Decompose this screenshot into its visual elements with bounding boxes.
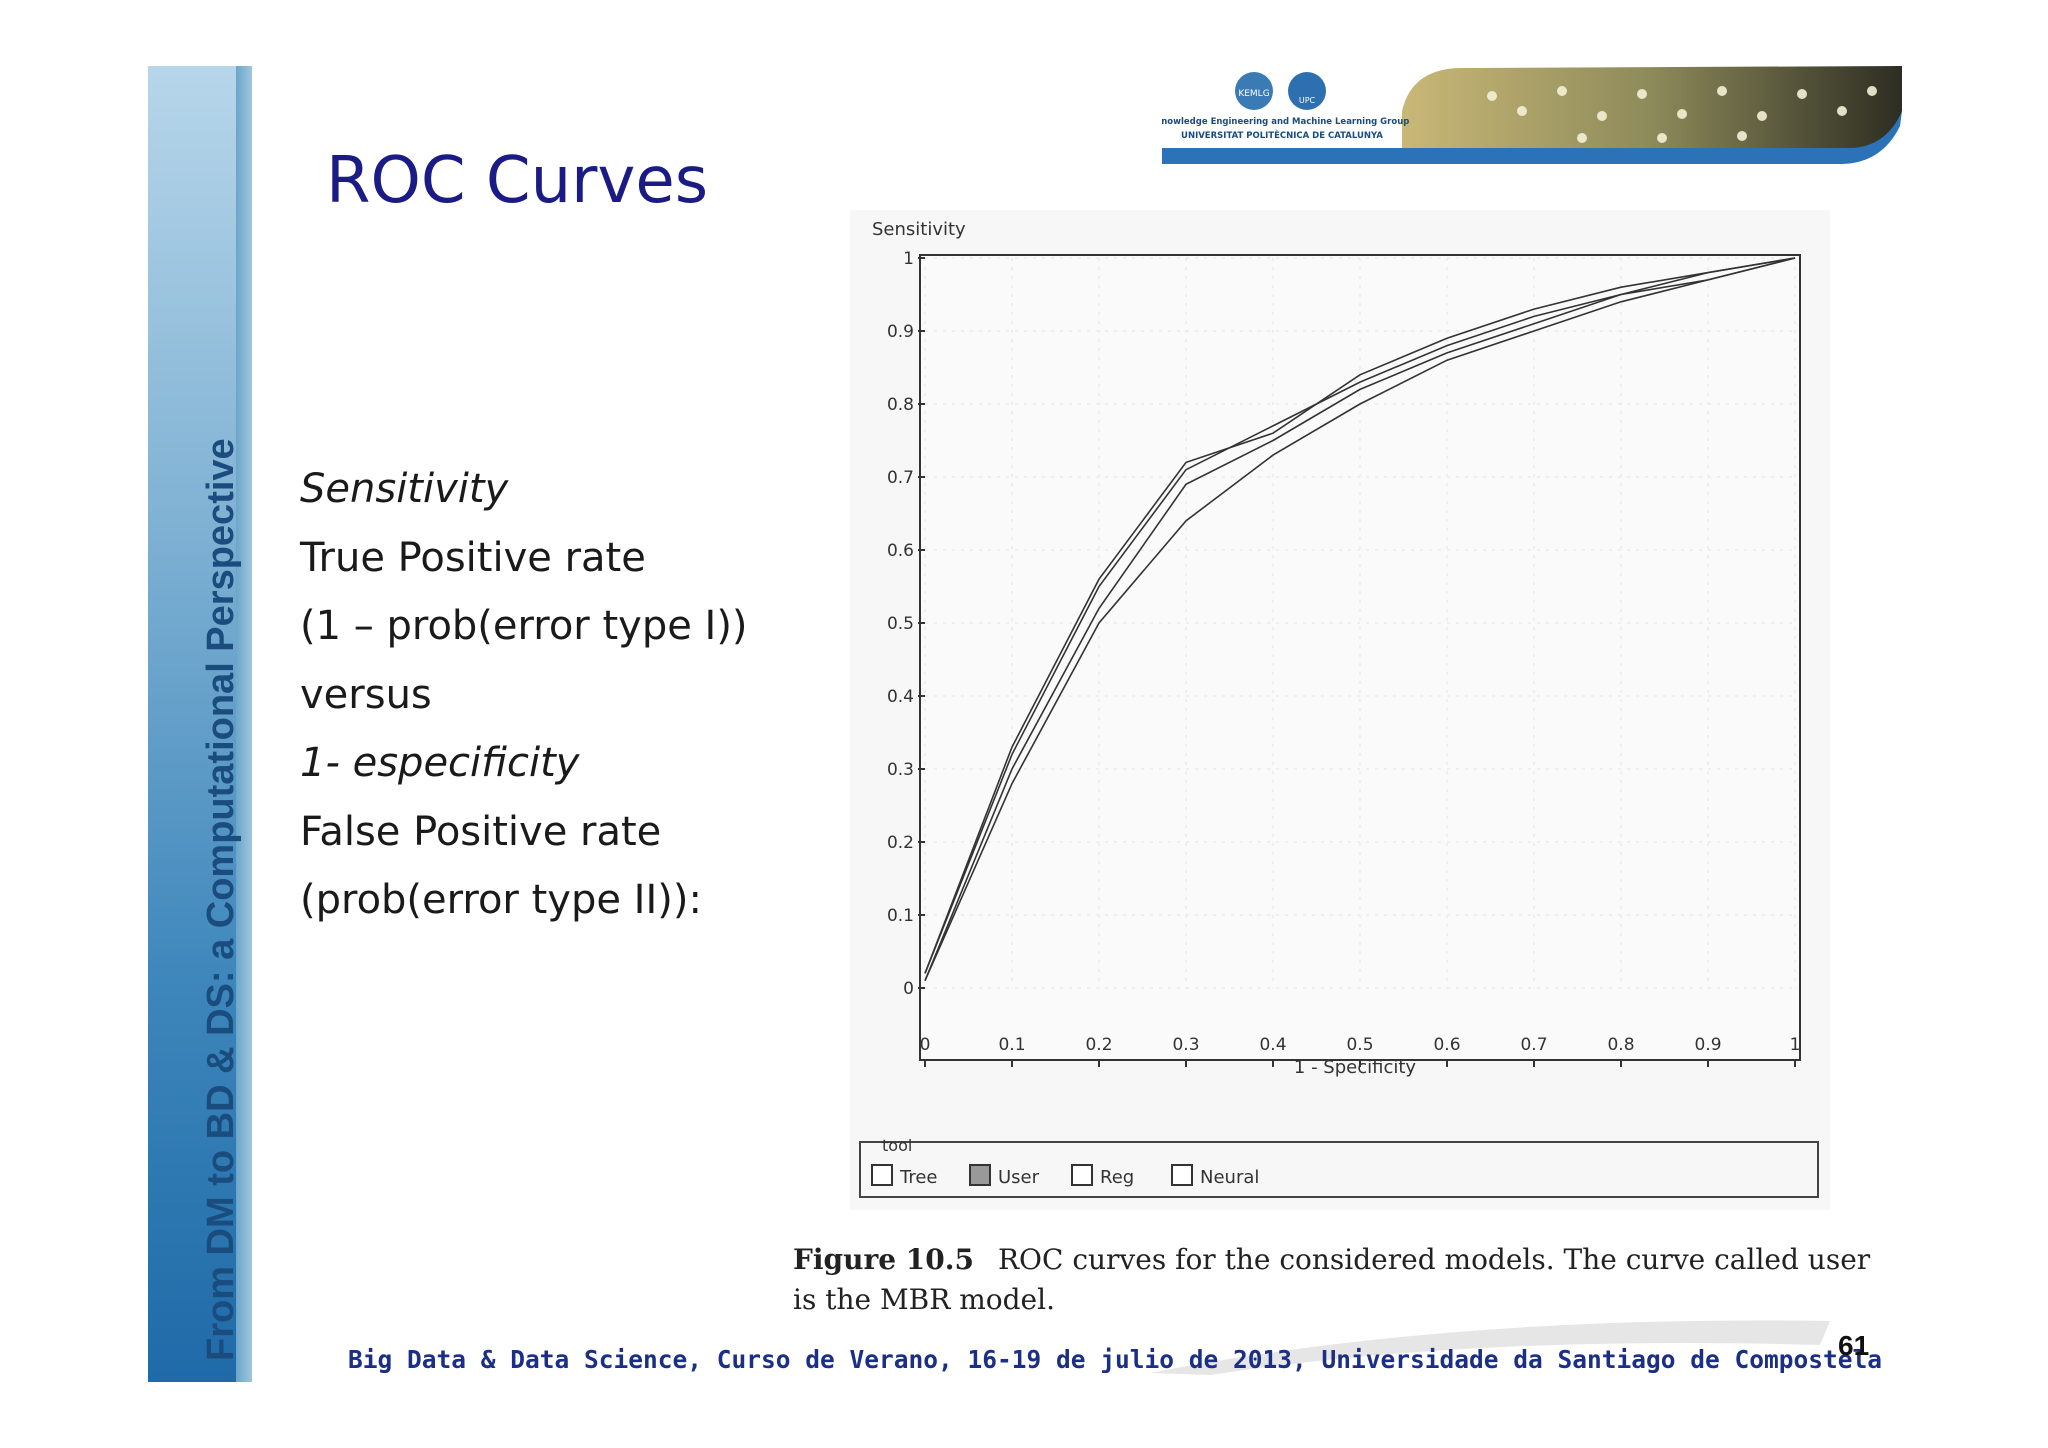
y-tick-label: 0.7 (887, 468, 914, 488)
definition-line: (prob(error type II)): (300, 877, 702, 923)
logo-blue-swoosh (1162, 111, 1902, 164)
x-tick-label: 0 (920, 1035, 931, 1055)
kemlg-badge-label: KEMLG (1238, 89, 1269, 99)
x-tick-label: 0.3 (1172, 1035, 1199, 1055)
footer-course-info: Big Data & Data Science, Curso de Verano… (348, 1345, 1883, 1374)
kemlg-badge-icon (1235, 72, 1273, 110)
y-tick-label: 0.6 (887, 541, 914, 561)
definition-line: False Positive rate (300, 808, 662, 855)
legend-item-neural[interactable]: Neural (1171, 1164, 1259, 1188)
kemlg-upc-logo: KEMLG UPC Knowledge Engineering and Mach… (1162, 66, 1902, 164)
figure-caption-label: Figure 10.5 (793, 1243, 974, 1276)
y-tick-label: 0.9 (887, 322, 914, 342)
logo-university-name: UNIVERSITAT POLITÈCNICA DE CATALUNYA (1181, 129, 1383, 141)
x-tick-label: 0.4 (1259, 1035, 1286, 1055)
y-axis-ticks: 0 0.1 0.2 0.3 0.4 0.5 0.6 0.7 0.8 0.9 1 (887, 249, 925, 999)
legend-item-tree[interactable]: Tree (871, 1164, 938, 1188)
checkbox-icon (871, 1164, 893, 1186)
checkbox-checked-icon (969, 1164, 991, 1186)
upc-badge-label: UPC (1299, 96, 1316, 105)
y-tick-label: 0.1 (887, 906, 914, 926)
x-tick-label: 0.7 (1520, 1035, 1547, 1055)
x-axis-label: 1 - Specificity (1294, 1057, 1417, 1078)
logo-band-shape (1402, 66, 1902, 161)
legend-title: tool (882, 1136, 912, 1155)
checkbox-icon (1071, 1164, 1093, 1186)
y-tick-label: 0.4 (887, 687, 914, 707)
x-tick-label: 0.5 (1346, 1035, 1373, 1055)
sidebar-band (148, 66, 252, 1382)
legend-label: Neural (1200, 1167, 1259, 1188)
x-tick-label: 0.1 (998, 1035, 1025, 1055)
logo-group-name: Knowledge Engineering and Machine Learni… (1162, 117, 1409, 127)
footer-swoosh (1150, 1320, 1830, 1375)
definition-list: Sensitivity True Positive rate (1 – prob… (300, 455, 748, 935)
x-axis-ticks: 0 0.1 0.2 0.3 0.4 0.5 0.6 0.7 0.8 0.9 1 (920, 1035, 1801, 1067)
definition-line: (1 – prob(error type I)) (300, 603, 748, 649)
roc-chart: 0 0.1 0.2 0.3 0.4 0.5 0.6 0.7 0.8 0.9 1 0 0.1 0.2 0.3… (850, 210, 1830, 1210)
checkbox-icon (1171, 1164, 1193, 1186)
legend-box (859, 1141, 1819, 1198)
y-tick-label: 0.8 (887, 395, 914, 415)
x-tick-label: 0.8 (1607, 1035, 1634, 1055)
roc-line-user (924, 257, 1796, 974)
y-tick-label: 0.5 (887, 614, 914, 634)
upc-badge-icon (1288, 72, 1326, 110)
x-tick-label: 0.6 (1433, 1035, 1460, 1055)
x-tick-label: 1 (1790, 1035, 1801, 1055)
y-tick-label: 0 (903, 979, 914, 999)
roc-line-tree (924, 257, 1796, 974)
definition-line: 1- especificity (300, 740, 580, 786)
legend-label: User (998, 1167, 1040, 1188)
legend-item-user[interactable]: User (969, 1164, 1040, 1188)
y-tick-label: 1 (903, 249, 914, 269)
page-number: 61 (1838, 1330, 1870, 1361)
legend-label: Tree (899, 1167, 938, 1188)
roc-line-neural (924, 257, 1796, 982)
sidebar-course-title: From DM to BD & DS: a Computational Pers… (200, 438, 242, 1361)
x-tick-label: 0.2 (1085, 1035, 1112, 1055)
legend-item-reg[interactable]: Reg (1071, 1164, 1134, 1188)
roc-line-reg (924, 257, 1796, 982)
logo-dot-pattern (1487, 86, 1877, 143)
roc-series (924, 257, 1796, 982)
definition-line: versus (300, 671, 432, 718)
figure-caption-text: ROC curves for the considered models. Th… (793, 1243, 1871, 1316)
figure-caption: Figure 10.5 ROC curves for the considered… (793, 1240, 1893, 1320)
y-axis-label: Sensitivity (872, 219, 966, 240)
legend-label: Reg (1100, 1167, 1134, 1188)
y-tick-label: 0.2 (887, 833, 914, 853)
y-tick-label: 0.3 (887, 760, 914, 780)
sidebar-shade (236, 66, 252, 1382)
definition-line: True Positive rate (300, 534, 646, 581)
definition-line: Sensitivity (300, 466, 509, 512)
x-tick-label: 0.9 (1694, 1035, 1721, 1055)
slide-title: ROC Curves (326, 144, 709, 218)
